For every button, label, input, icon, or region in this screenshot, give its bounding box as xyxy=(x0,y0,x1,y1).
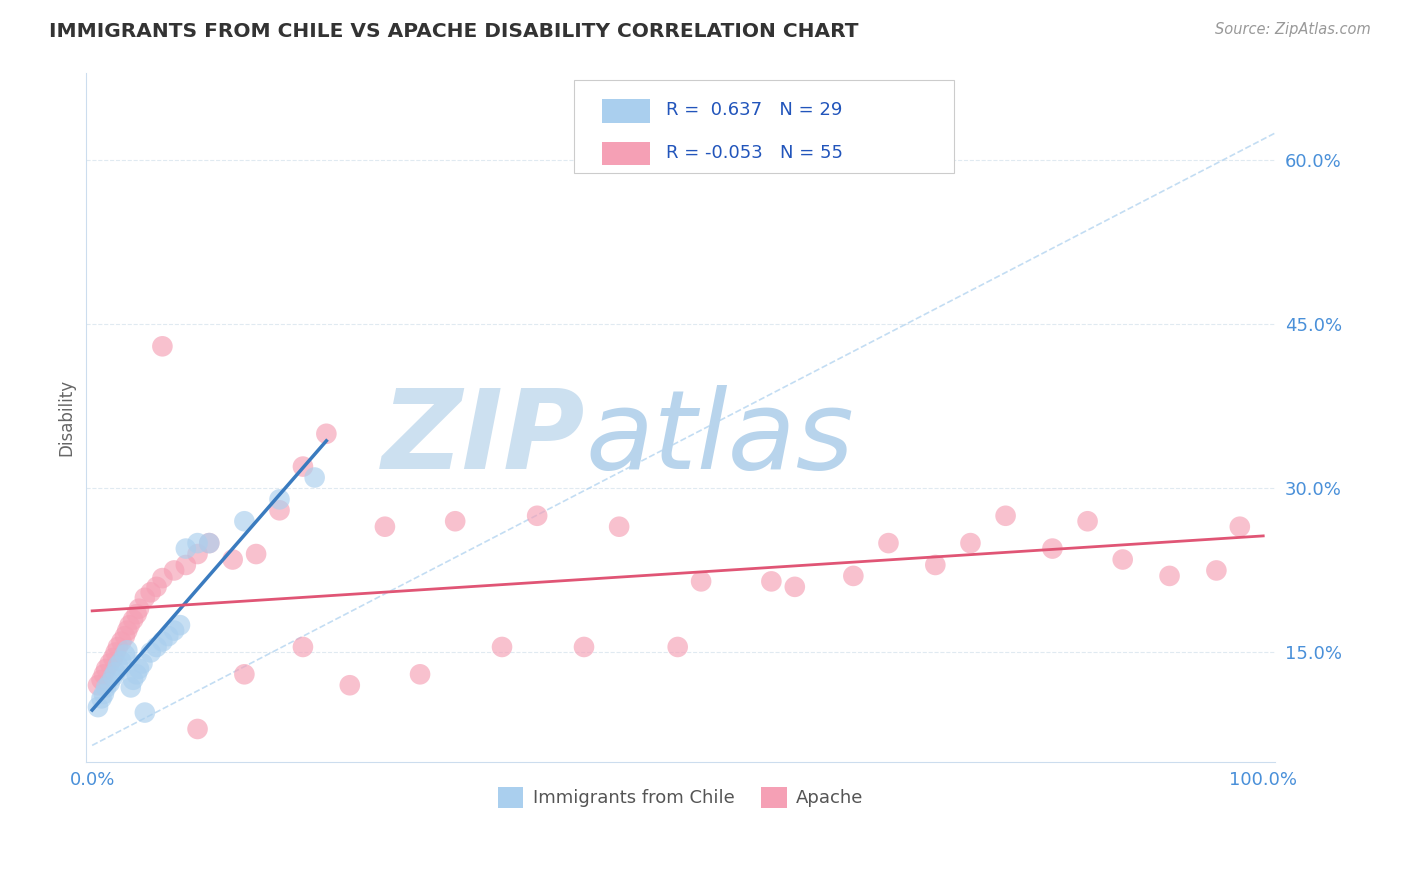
Point xyxy=(269,492,291,507)
Point xyxy=(96,662,118,676)
Point xyxy=(163,564,186,578)
Point xyxy=(187,547,209,561)
Point xyxy=(187,722,209,736)
Point xyxy=(409,667,432,681)
Point xyxy=(125,667,148,681)
Point xyxy=(118,618,141,632)
Point xyxy=(128,601,150,615)
Point xyxy=(139,585,162,599)
Point xyxy=(107,640,129,654)
Point xyxy=(187,536,209,550)
Point xyxy=(110,634,132,648)
Point xyxy=(103,669,125,683)
Point xyxy=(117,643,139,657)
Point xyxy=(145,580,167,594)
FancyBboxPatch shape xyxy=(602,142,650,165)
Text: ZIP: ZIP xyxy=(382,384,585,491)
Point xyxy=(120,681,142,695)
Point xyxy=(104,645,127,659)
Point xyxy=(174,541,197,556)
Point xyxy=(1205,564,1227,578)
Point xyxy=(291,640,314,654)
Point xyxy=(374,519,396,533)
Point xyxy=(1112,552,1135,566)
Point xyxy=(339,678,361,692)
Point xyxy=(145,640,167,654)
Point xyxy=(761,574,783,589)
Point xyxy=(125,607,148,622)
Legend: Immigrants from Chile, Apache: Immigrants from Chile, Apache xyxy=(491,780,870,814)
Point xyxy=(1042,541,1064,556)
Point xyxy=(269,503,291,517)
Point xyxy=(491,640,513,654)
Point xyxy=(245,547,267,561)
Point xyxy=(157,629,180,643)
Point xyxy=(666,640,689,654)
Point xyxy=(107,658,129,673)
Point xyxy=(152,634,174,648)
Point xyxy=(96,681,118,695)
Point xyxy=(117,624,139,638)
Point xyxy=(110,654,132,668)
Point xyxy=(924,558,946,572)
Point xyxy=(114,648,136,662)
Text: R =  0.637   N = 29: R = 0.637 N = 29 xyxy=(666,101,842,120)
Point xyxy=(174,558,197,572)
FancyBboxPatch shape xyxy=(602,99,650,122)
Point xyxy=(572,640,595,654)
Point xyxy=(114,629,136,643)
Point xyxy=(122,613,145,627)
Point xyxy=(152,571,174,585)
Point xyxy=(87,678,110,692)
Point xyxy=(104,665,127,679)
Point xyxy=(139,645,162,659)
Point xyxy=(315,426,337,441)
Point xyxy=(1077,514,1099,528)
Point xyxy=(169,618,191,632)
Point xyxy=(103,651,125,665)
Point xyxy=(959,536,981,550)
Point xyxy=(134,591,156,605)
Text: R = -0.053   N = 55: R = -0.053 N = 55 xyxy=(666,144,844,161)
Point xyxy=(221,552,243,566)
Point xyxy=(842,569,865,583)
Point xyxy=(444,514,467,528)
Point xyxy=(1159,569,1181,583)
FancyBboxPatch shape xyxy=(574,80,955,173)
Point xyxy=(233,514,256,528)
Y-axis label: Disability: Disability xyxy=(58,379,75,456)
Point xyxy=(163,624,186,638)
Point xyxy=(90,691,112,706)
Point xyxy=(98,676,121,690)
Point xyxy=(128,662,150,676)
Point xyxy=(526,508,548,523)
Point xyxy=(131,657,153,671)
Point xyxy=(994,508,1017,523)
Text: IMMIGRANTS FROM CHILE VS APACHE DISABILITY CORRELATION CHART: IMMIGRANTS FROM CHILE VS APACHE DISABILI… xyxy=(49,22,859,41)
Point xyxy=(607,519,630,533)
Point xyxy=(87,700,110,714)
Point xyxy=(291,459,314,474)
Point xyxy=(93,687,115,701)
Point xyxy=(93,667,115,681)
Text: atlas: atlas xyxy=(585,384,855,491)
Point xyxy=(233,667,256,681)
Point xyxy=(783,580,806,594)
Point xyxy=(134,706,156,720)
Point xyxy=(152,339,174,353)
Point xyxy=(877,536,900,550)
Point xyxy=(1229,519,1251,533)
Point xyxy=(198,536,221,550)
Point xyxy=(90,673,112,687)
Point xyxy=(122,673,145,687)
Point xyxy=(304,470,326,484)
Text: Source: ZipAtlas.com: Source: ZipAtlas.com xyxy=(1215,22,1371,37)
Point xyxy=(198,536,221,550)
Point xyxy=(690,574,713,589)
Point xyxy=(98,657,121,671)
